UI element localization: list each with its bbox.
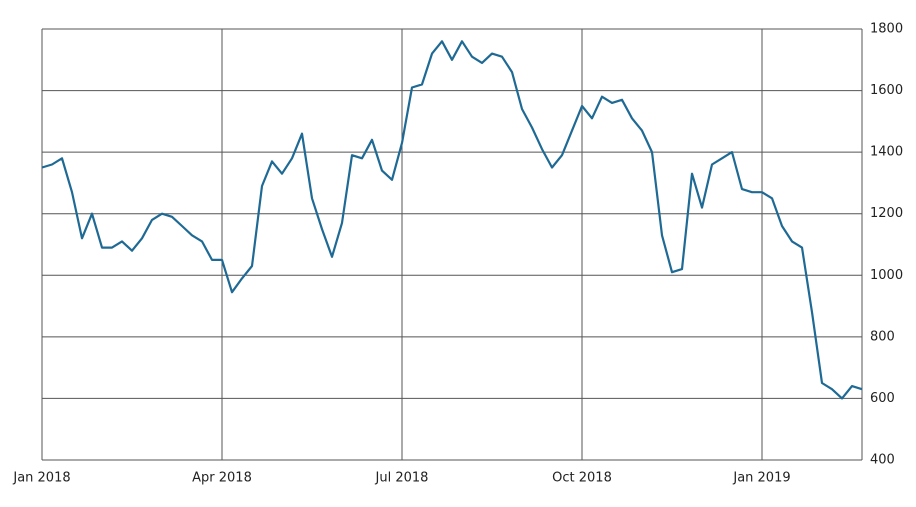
x-tick-label: Jan 2018 [12, 471, 70, 486]
y-tick-label: 400 [870, 453, 895, 468]
y-tick-label: 1200 [870, 206, 903, 221]
y-tick-label: 800 [870, 329, 895, 344]
x-tick-label: Oct 2018 [552, 471, 612, 486]
y-tick-label: 1400 [870, 145, 903, 160]
x-tick-label: Apr 2018 [192, 471, 252, 486]
y-tick-label: 1000 [870, 268, 903, 283]
x-tick-label: Jan 2019 [732, 471, 790, 486]
y-tick-label: 1800 [870, 22, 903, 37]
y-tick-label: 600 [870, 391, 895, 406]
line-series [41, 40, 863, 400]
y-tick-label: 1600 [870, 83, 903, 98]
x-tick-label: Jul 2018 [375, 471, 429, 486]
